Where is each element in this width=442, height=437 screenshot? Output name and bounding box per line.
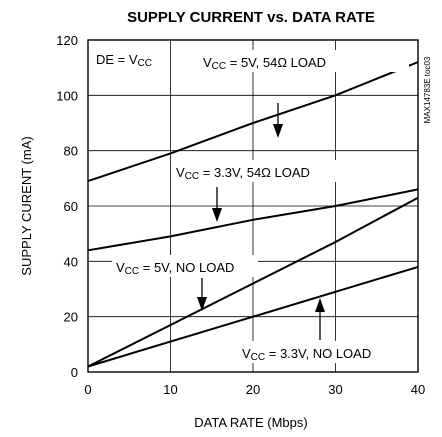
condition-box-mask	[91, 46, 169, 70]
y-tick-label: 60	[64, 199, 78, 214]
y-tick-label: 100	[56, 88, 78, 103]
series-label-vcc33-54ohm: VCC = 3.3V, 54Ω LOAD	[176, 165, 310, 182]
grid	[88, 40, 418, 372]
label-mask-0	[199, 50, 409, 72]
plot-frame	[87, 39, 419, 373]
series-line-1	[87, 188, 419, 252]
arrowhead-0	[273, 124, 283, 138]
series-line-0	[87, 61, 419, 183]
y-tick-label: 0	[71, 365, 78, 380]
series-line-3	[87, 265, 419, 368]
label-mask-3	[238, 341, 404, 363]
condition-label: DE = VCC	[96, 52, 152, 69]
x-tick-labels: 0 10 20 30 40	[84, 382, 425, 397]
series-label-vcc5-noload: VCC = 5V, NO LOAD	[116, 260, 234, 277]
x-tick-label: 0	[84, 382, 91, 397]
series-label-vcc33-noload: VCC = 3.3V, NO LOAD	[242, 346, 371, 363]
y-tick-label: 120	[56, 33, 78, 48]
x-tick-label: 30	[328, 382, 342, 397]
label-mask-2	[112, 255, 258, 277]
figure-id: MAX14783E toc03	[423, 56, 432, 123]
arrowhead-1	[212, 208, 222, 222]
series-annotations: VCC = 5V, 54Ω LOAD VCC = 3.3V, 54Ω LOAD …	[112, 50, 409, 363]
arrowhead-3	[315, 298, 325, 312]
label-mask-1	[172, 160, 372, 182]
y-tick-label: 40	[64, 254, 78, 269]
x-tick-label: 10	[163, 382, 177, 397]
x-tick-label: 20	[246, 382, 260, 397]
series-label-vcc5-54ohm: VCC = 5V, 54Ω LOAD	[203, 55, 326, 72]
chart-title: SUPPLY CURRENT vs. DATA RATE	[127, 9, 375, 26]
y-axis-label: SUPPLY CURENT (mA)	[19, 136, 34, 275]
x-tick-label: 40	[411, 382, 425, 397]
y-tick-label: 80	[64, 144, 78, 159]
y-tick-labels: 0 20 40 60 80 100 120	[56, 33, 78, 380]
series-lines	[87, 61, 419, 368]
series-line-2	[87, 196, 419, 368]
arrowhead-2	[197, 297, 207, 311]
y-tick-label: 20	[64, 310, 78, 325]
x-axis-label: DATA RATE (Mbps)	[194, 415, 307, 430]
